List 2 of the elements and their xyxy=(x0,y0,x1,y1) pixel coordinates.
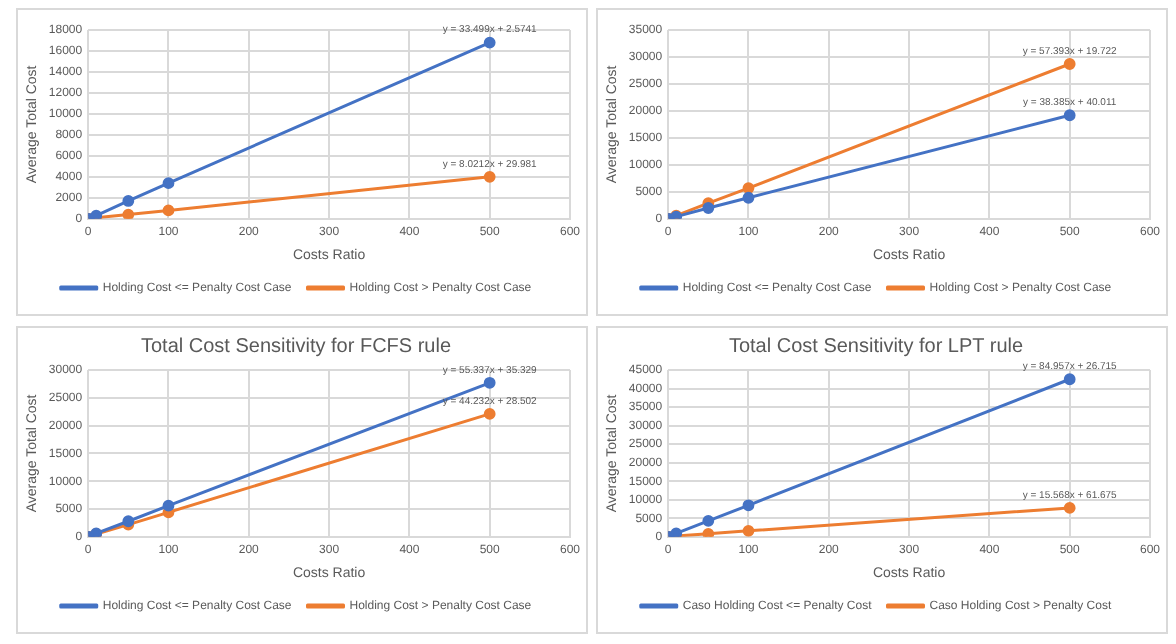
chart-title: Total Cost Sensitivity for LPT rule xyxy=(728,335,1024,358)
chart-title: Total Cost Sensitivity for FCFS rule xyxy=(140,335,452,358)
